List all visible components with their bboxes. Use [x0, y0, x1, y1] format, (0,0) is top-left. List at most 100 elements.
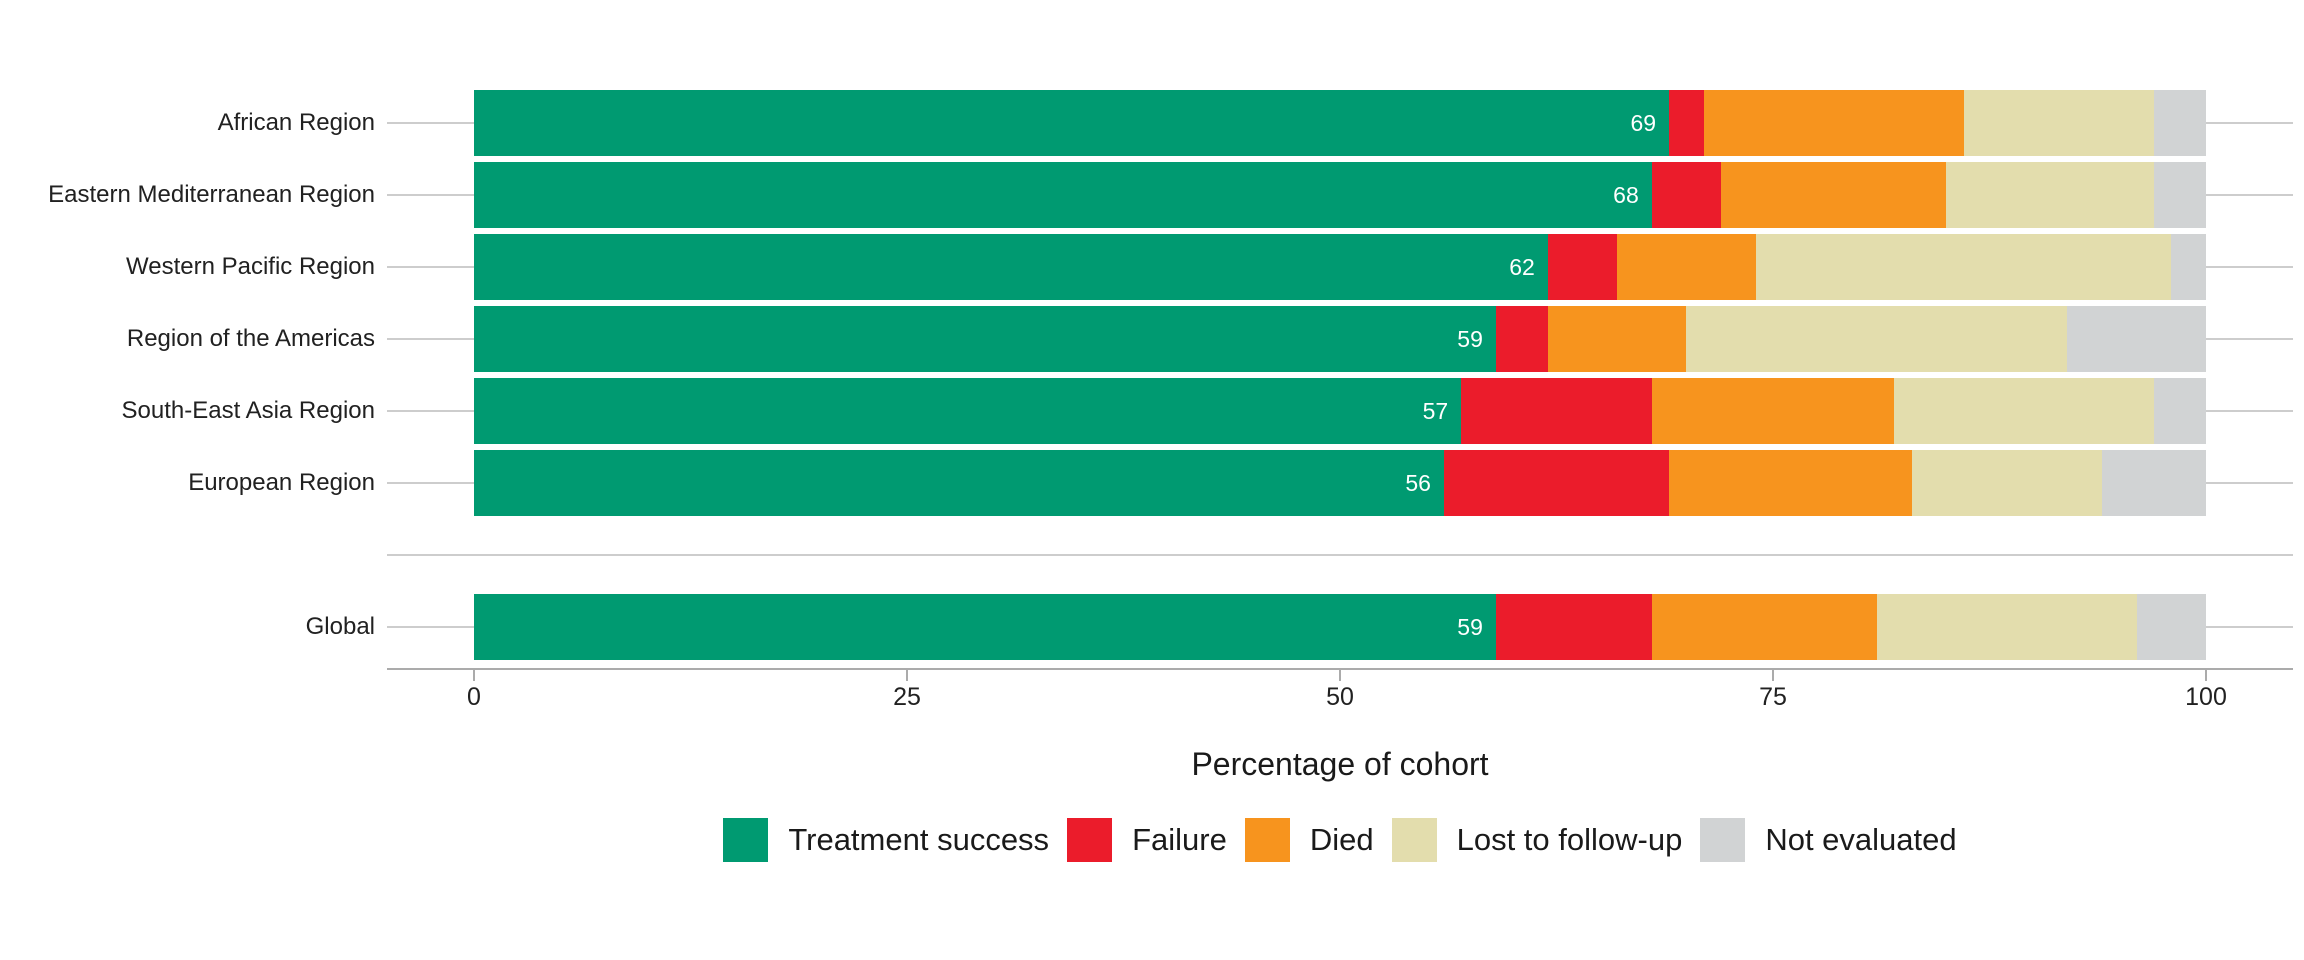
bar-segment-lost-to-follow-up [1876, 594, 2137, 660]
x-axis-line [387, 668, 2293, 670]
stacked-bar: 68 [474, 162, 2206, 228]
legend-label: Lost to follow-up [1456, 822, 1683, 857]
legend-item-not-evaluated: Not evaluated [1700, 818, 1957, 862]
bar-segment-not-evaluated [2171, 234, 2206, 300]
gridline-y [387, 554, 2293, 556]
legend-label: Treatment success [788, 822, 1050, 857]
bar-segment-treatment-success: 59 [474, 594, 1496, 660]
bar-segment-not-evaluated [2154, 162, 2206, 228]
category-label: Western Pacific Region [126, 253, 375, 280]
stacked-bar: 57 [474, 378, 2206, 444]
legend-item-treatment-success: Treatment success [723, 818, 1049, 862]
bar-segment-lost-to-follow-up [1755, 234, 2172, 300]
stacked-bar: 56 [474, 450, 2206, 516]
stacked-bar: 62 [474, 234, 2206, 300]
tick-mark [2205, 670, 2207, 681]
bar-segment-lost-to-follow-up [1911, 450, 2103, 516]
legend-label: Not evaluated [1765, 822, 1957, 857]
chart-row-african-region: African Region 69 [0, 87, 2293, 159]
chart-rows: African Region 69 Eastern Mediterranean Re… [0, 87, 2293, 663]
tick-mark [1339, 670, 1341, 681]
legend-item-failure: Failure [1067, 818, 1227, 862]
bar-track: 62 [387, 231, 2293, 303]
bar-segment-not-evaluated [2154, 378, 2206, 444]
bar-value-label: 62 [1509, 253, 1535, 280]
bar-value-label: 59 [1457, 325, 1483, 352]
bar-value-label: 69 [1630, 109, 1657, 136]
bar-track: 68 [387, 159, 2293, 231]
category-label: African Region [217, 109, 375, 136]
legend-item-died: Died [1244, 818, 1374, 862]
category-label-empty [0, 519, 387, 591]
bar-segment-treatment-success: 57 [474, 378, 1462, 444]
chart-row-eastern-mediterranean-region: Eastern Mediterranean Region 68 [0, 159, 2293, 231]
legend-label: Failure [1132, 822, 1227, 857]
legend-label: Died [1309, 822, 1374, 857]
chart-row-european-region: European Region 56 [0, 447, 2293, 519]
bar-segment-failure [1495, 594, 1652, 660]
legend-swatch [1391, 818, 1437, 862]
bar-value-label: 59 [1457, 613, 1483, 640]
bar-segment-not-evaluated [2154, 90, 2206, 156]
category-label: Region of the Americas [126, 325, 375, 352]
chart-row-spacer [0, 519, 2293, 591]
bar-segment-died [1721, 162, 1947, 228]
legend-swatch [1244, 818, 1290, 862]
bar-segment-failure [1443, 450, 1670, 516]
category-label: European Region [188, 469, 375, 496]
tick-label: 75 [1759, 683, 1787, 711]
bar-segment-lost-to-follow-up [1946, 162, 2154, 228]
bar-segment-not-evaluated [2067, 306, 2206, 372]
bar-value-label: 68 [1613, 181, 1639, 208]
bar-segment-died [1703, 90, 1964, 156]
chart-row-south-east-asia-region: South-East Asia Region 57 [0, 375, 2293, 447]
tick-mark [473, 670, 475, 681]
tick-label: 0 [467, 683, 481, 711]
bar-segment-not-evaluated [2136, 594, 2206, 660]
tick-label: 100 [2185, 683, 2227, 711]
bar-segment-treatment-success: 68 [474, 162, 1652, 228]
tick-mark [1772, 670, 1774, 681]
chart-row-global: Global 59 [0, 591, 2293, 663]
category-label: Global [305, 613, 375, 640]
bar-segment-failure [1651, 162, 1722, 228]
tick-label: 25 [893, 683, 921, 711]
legend: Treatment success Failure Died Lost to foll… [387, 818, 2293, 862]
category-label: Eastern Mediterranean Region [48, 181, 375, 208]
bar-segment-died [1617, 234, 1756, 300]
chart-row-western-pacific-region: Western Pacific Region 62 [0, 231, 2293, 303]
bar-track: 59 [387, 303, 2293, 375]
legend-swatch [1700, 818, 1746, 862]
bar-segment-lost-to-follow-up [1894, 378, 2155, 444]
bar-value-label: 57 [1422, 397, 1449, 424]
bar-track: 69 [387, 87, 2293, 159]
bar-segment-failure [1669, 90, 1704, 156]
bar-segment-died [1669, 450, 1912, 516]
x-axis-title: Percentage of cohort [1191, 746, 1489, 782]
category-label: South-East Asia Region [121, 397, 376, 424]
legend-item-lost-to-follow-up: Lost to follow-up [1391, 818, 1683, 862]
stacked-bar: 59 [474, 306, 2206, 372]
bar-segment-died [1547, 306, 1687, 372]
bar-value-label: 56 [1405, 469, 1431, 496]
bar-track: 57 [387, 375, 2293, 447]
bar-segment-died [1651, 378, 1895, 444]
bar-segment-treatment-success: 56 [474, 450, 1444, 516]
tick-label: 50 [1326, 683, 1354, 711]
bar-segment-lost-to-follow-up [1963, 90, 2155, 156]
bar-segment-failure [1495, 306, 1548, 372]
bar-segment-failure [1461, 378, 1652, 444]
bar-track: 59 [387, 591, 2293, 663]
stacked-bar: 69 [474, 90, 2206, 156]
stacked-bar: 59 [474, 594, 2206, 660]
bar-segment-failure [1547, 234, 1618, 300]
legend-swatch [723, 818, 769, 862]
bar-segment-treatment-success: 62 [474, 234, 1548, 300]
legend-swatch [1067, 818, 1113, 862]
tick-mark [906, 670, 908, 681]
bar-track: 56 [387, 447, 2293, 519]
bar-segment-not-evaluated [2102, 450, 2206, 516]
chart-row-region-of-the-americas: Region of the Americas 59 [0, 303, 2293, 375]
bar-track [387, 519, 2293, 591]
